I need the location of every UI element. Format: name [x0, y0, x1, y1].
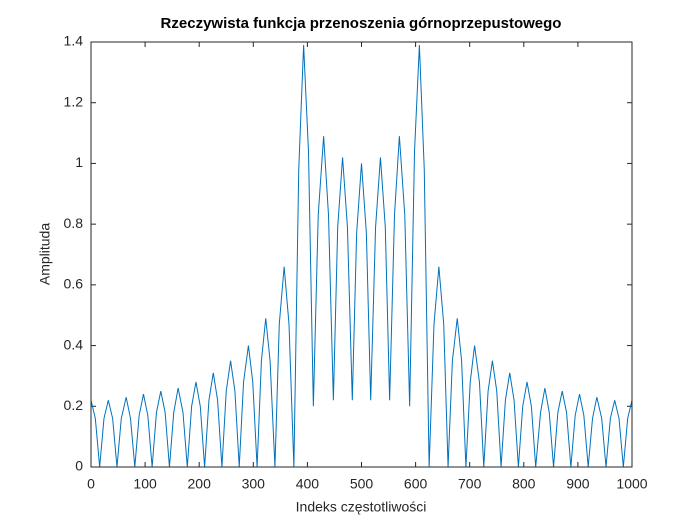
x-tick-label: 600 — [404, 476, 428, 492]
x-tick-label: 700 — [458, 476, 482, 492]
y-tick-label: 1.4 — [64, 33, 84, 49]
y-tick-label: 0.6 — [64, 276, 84, 292]
y-axis-label: Amplituda — [37, 223, 53, 285]
x-tick-label: 100 — [133, 476, 157, 492]
x-axis-label: Indeks częstotliwości — [296, 499, 427, 515]
y-tick-label: 1.2 — [64, 93, 84, 109]
y-tick-label: 0.2 — [64, 397, 84, 413]
y-tick-label: 0.8 — [64, 215, 84, 231]
x-tick-label: 1000 — [616, 476, 647, 492]
x-tick-label: 900 — [566, 476, 590, 492]
x-tick-label: 400 — [296, 476, 320, 492]
data-line — [90, 45, 633, 468]
x-tick-label: 500 — [350, 476, 374, 492]
x-tick-label: 800 — [512, 476, 536, 492]
x-tick-label: 200 — [188, 476, 212, 492]
y-tick-label: 0.4 — [64, 336, 84, 352]
y-tick-label: 1 — [75, 154, 83, 170]
x-tick-label: 300 — [242, 476, 266, 492]
y-tick-label: 0 — [75, 458, 83, 474]
chart-title: Rzeczywista funkcja przenoszenia górnopr… — [161, 15, 562, 32]
x-tick-label: 0 — [87, 476, 95, 492]
plot-frame — [90, 41, 633, 468]
